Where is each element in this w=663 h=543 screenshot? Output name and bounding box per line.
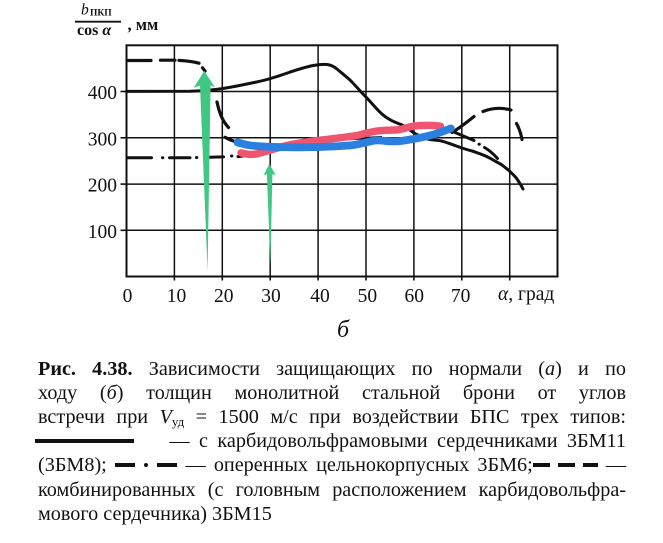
svg-text:400: 400 (88, 83, 117, 104)
svg-text:10: 10 (167, 286, 187, 307)
svg-text:60: 60 (404, 286, 424, 307)
svg-text:α, град: α, град (498, 284, 554, 305)
svg-text:20: 20 (214, 286, 234, 307)
svg-text:30: 30 (261, 286, 281, 307)
svg-text:70: 70 (451, 286, 471, 307)
svg-text:100: 100 (88, 222, 117, 243)
svg-text:0: 0 (123, 286, 133, 307)
svg-text:б: б (337, 317, 350, 343)
svg-text:b: b (81, 2, 89, 19)
svg-text:40: 40 (310, 286, 330, 307)
svg-text:, мм: , мм (128, 15, 159, 34)
svg-text:300: 300 (88, 129, 117, 150)
svg-text:cos α: cos α (77, 22, 112, 39)
svg-text:50: 50 (358, 286, 378, 307)
svg-text:200: 200 (88, 176, 117, 197)
svg-text:ПКП: ПКП (90, 9, 112, 19)
